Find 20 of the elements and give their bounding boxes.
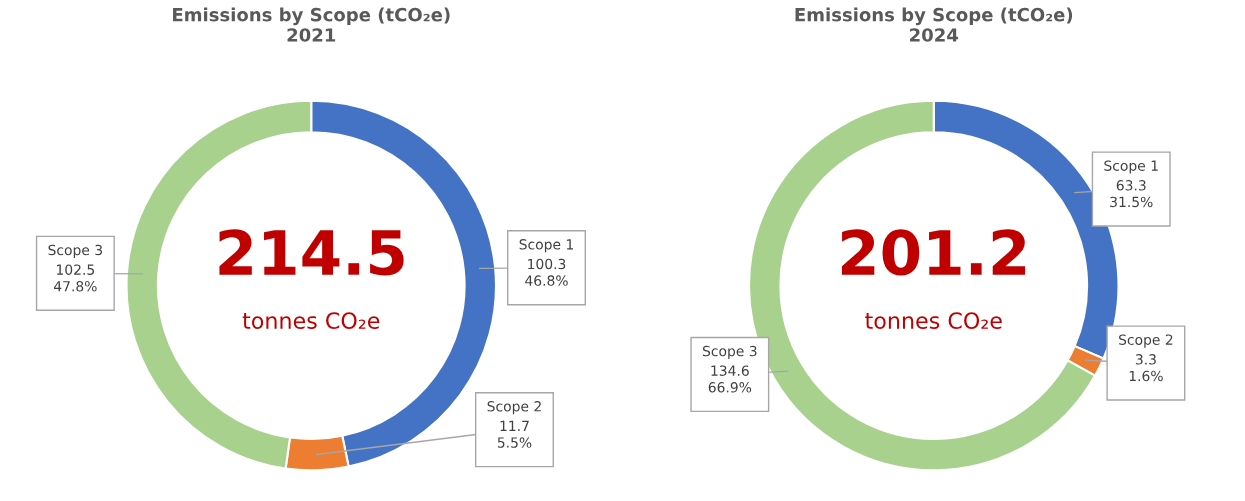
chart-title: Emissions by Scope (tCO₂e) bbox=[173, 7, 450, 26]
slice-label: Scope 2 bbox=[1119, 334, 1173, 348]
data-label: 100.3 46.8% bbox=[525, 258, 568, 286]
text: tonnes CO₂e bbox=[242, 312, 380, 329]
data-label: 63.3 31.5% bbox=[1110, 180, 1153, 208]
data-label: 3.3 1.6% bbox=[1129, 354, 1163, 382]
data-label: 11.7 5.5% bbox=[497, 420, 532, 448]
chart-title: Emissions by Scope (tCO₂e) bbox=[795, 7, 1073, 26]
text: 201.2 bbox=[841, 229, 1026, 276]
data-label: 102.5 47.8% bbox=[53, 264, 97, 292]
slice-label: Scope 1 bbox=[519, 239, 573, 253]
slice-label: Scope 3 bbox=[702, 345, 757, 359]
chart-subtitle: 2021 bbox=[287, 28, 336, 42]
data-label: 134.6 66.9% bbox=[708, 365, 752, 393]
slice-label: Scope 1 bbox=[1104, 160, 1158, 174]
slice-label: Scope 2 bbox=[487, 401, 541, 415]
text: tonnes CO₂e bbox=[865, 312, 1002, 329]
slice-label: Scope 3 bbox=[48, 244, 103, 258]
chart-subtitle: 2024 bbox=[910, 28, 959, 42]
text: 214.5 bbox=[219, 229, 404, 276]
